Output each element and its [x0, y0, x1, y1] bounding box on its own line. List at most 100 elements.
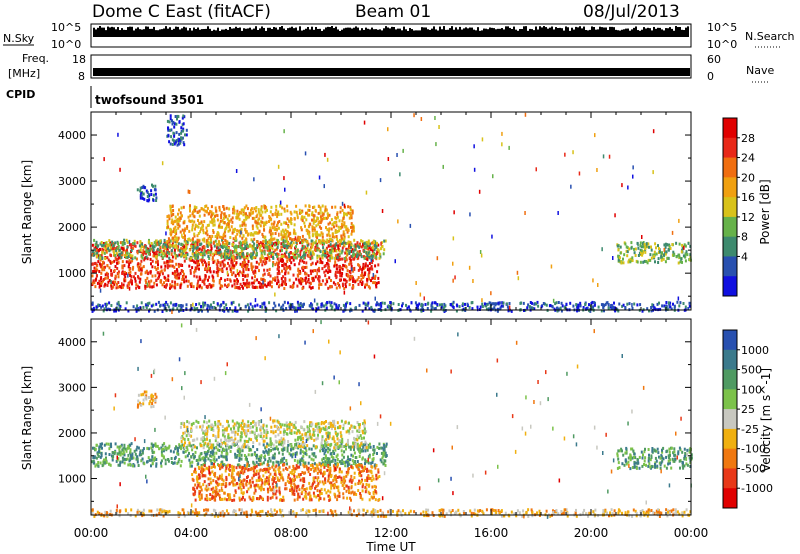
echo-cell: [140, 254, 143, 258]
echo-cell: [225, 252, 228, 256]
noise-bar: [335, 26, 337, 37]
echo-cell: [284, 272, 287, 275]
echo-cell: [192, 210, 194, 214]
echo-cell: [245, 217, 248, 221]
echo-cell: [225, 448, 228, 452]
echo-cell: [570, 184, 572, 189]
echo-cell: [492, 302, 495, 306]
echo-cell: [202, 228, 205, 232]
echo-cell: [455, 303, 458, 307]
echo-cell: [106, 276, 109, 280]
echo-cell: [221, 284, 224, 288]
echo-cell: [501, 131, 503, 136]
echo-cell: [264, 245, 267, 249]
echo-cell: [200, 226, 203, 230]
echo-cell: [622, 257, 624, 261]
echo-cell: [174, 219, 177, 223]
echo-cell: [242, 281, 245, 285]
echo-cell: [218, 253, 221, 257]
echo-cell: [239, 224, 242, 228]
echo-cell: [177, 460, 180, 464]
echo-cell: [331, 233, 334, 237]
echo-cell: [556, 306, 559, 310]
noise-bar: [681, 29, 683, 37]
echo-cell: [229, 307, 231, 310]
echo-cell: [92, 253, 95, 257]
echo-cell: [280, 245, 283, 249]
noise-bar: [213, 29, 215, 37]
echo-cell: [140, 245, 143, 249]
echo-cell: [311, 211, 314, 215]
echo-cell: [197, 259, 199, 263]
echo-cell: [251, 305, 254, 309]
noise-bar: [189, 28, 191, 37]
echo-cell: [318, 254, 321, 258]
echo-cell: [553, 307, 556, 311]
echo-cell: [117, 245, 120, 248]
echo-cell: [688, 304, 691, 308]
echo-cell: [389, 301, 392, 304]
echo-cell: [281, 280, 284, 284]
echo-cell: [276, 223, 279, 227]
echo-cell: [339, 210, 342, 214]
echo-cell: [167, 459, 170, 463]
echo-cell: [335, 242, 338, 246]
echo-cell: [233, 245, 236, 249]
echo-cell: [367, 301, 370, 305]
echo-cell: [99, 288, 102, 293]
echo-cell: [332, 281, 335, 285]
echo-cell: [148, 252, 151, 256]
echo-cell: [246, 252, 249, 256]
echo-cell: [209, 270, 212, 274]
echo-cell: [341, 458, 344, 462]
echo-cell: [299, 307, 302, 311]
echo-cell: [346, 230, 349, 234]
echo-cell: [667, 256, 670, 260]
echo-cell: [119, 445, 122, 449]
echo-cell: [173, 142, 176, 146]
echo-cell: [669, 247, 672, 250]
echo-cell: [321, 217, 324, 221]
echo-cell: [218, 222, 221, 226]
echo-cell: [177, 304, 180, 308]
echo-cell: [159, 270, 162, 274]
freq-unit: [MHz]: [8, 67, 40, 80]
echo-cell: [290, 243, 293, 247]
echo-cell: [125, 256, 128, 259]
noise-bar: [231, 28, 233, 37]
echo-cell: [619, 245, 622, 249]
echo-cell: [100, 284, 103, 287]
noise-bar: [217, 27, 219, 37]
noise-bar: [631, 29, 633, 37]
echo-cell: [649, 258, 652, 262]
echo-cell: [211, 462, 213, 465]
echo-cell: [310, 286, 313, 290]
echo-cell: [368, 442, 371, 446]
echo-cell: [287, 301, 289, 305]
echo-cell: [196, 256, 199, 260]
echo-cell: [100, 276, 103, 280]
echo-cell: [666, 307, 669, 311]
echo-cell: [259, 459, 262, 462]
echo-cell: [265, 449, 268, 453]
echo-cell: [353, 266, 356, 271]
echo-cell: [345, 256, 348, 260]
echo-cell: [346, 247, 349, 251]
echo-cell: [110, 442, 112, 446]
echo-cell: [216, 231, 219, 235]
echo-cell: [301, 259, 304, 263]
echo-cell: [212, 223, 215, 227]
echo-cell: [349, 447, 352, 451]
echo-cell: [248, 306, 250, 310]
echo-cell: [271, 226, 274, 230]
echo-cell: [178, 309, 180, 313]
echo-cell: [379, 307, 382, 311]
echo-cell: [260, 220, 263, 224]
echo-cell: [373, 309, 376, 313]
echo-cell: [93, 269, 96, 273]
echo-cell: [333, 235, 336, 239]
echo-cell: [244, 274, 247, 278]
echo-cell: [129, 270, 132, 274]
echo-cell: [111, 281, 114, 285]
noise-bar: [417, 30, 419, 37]
